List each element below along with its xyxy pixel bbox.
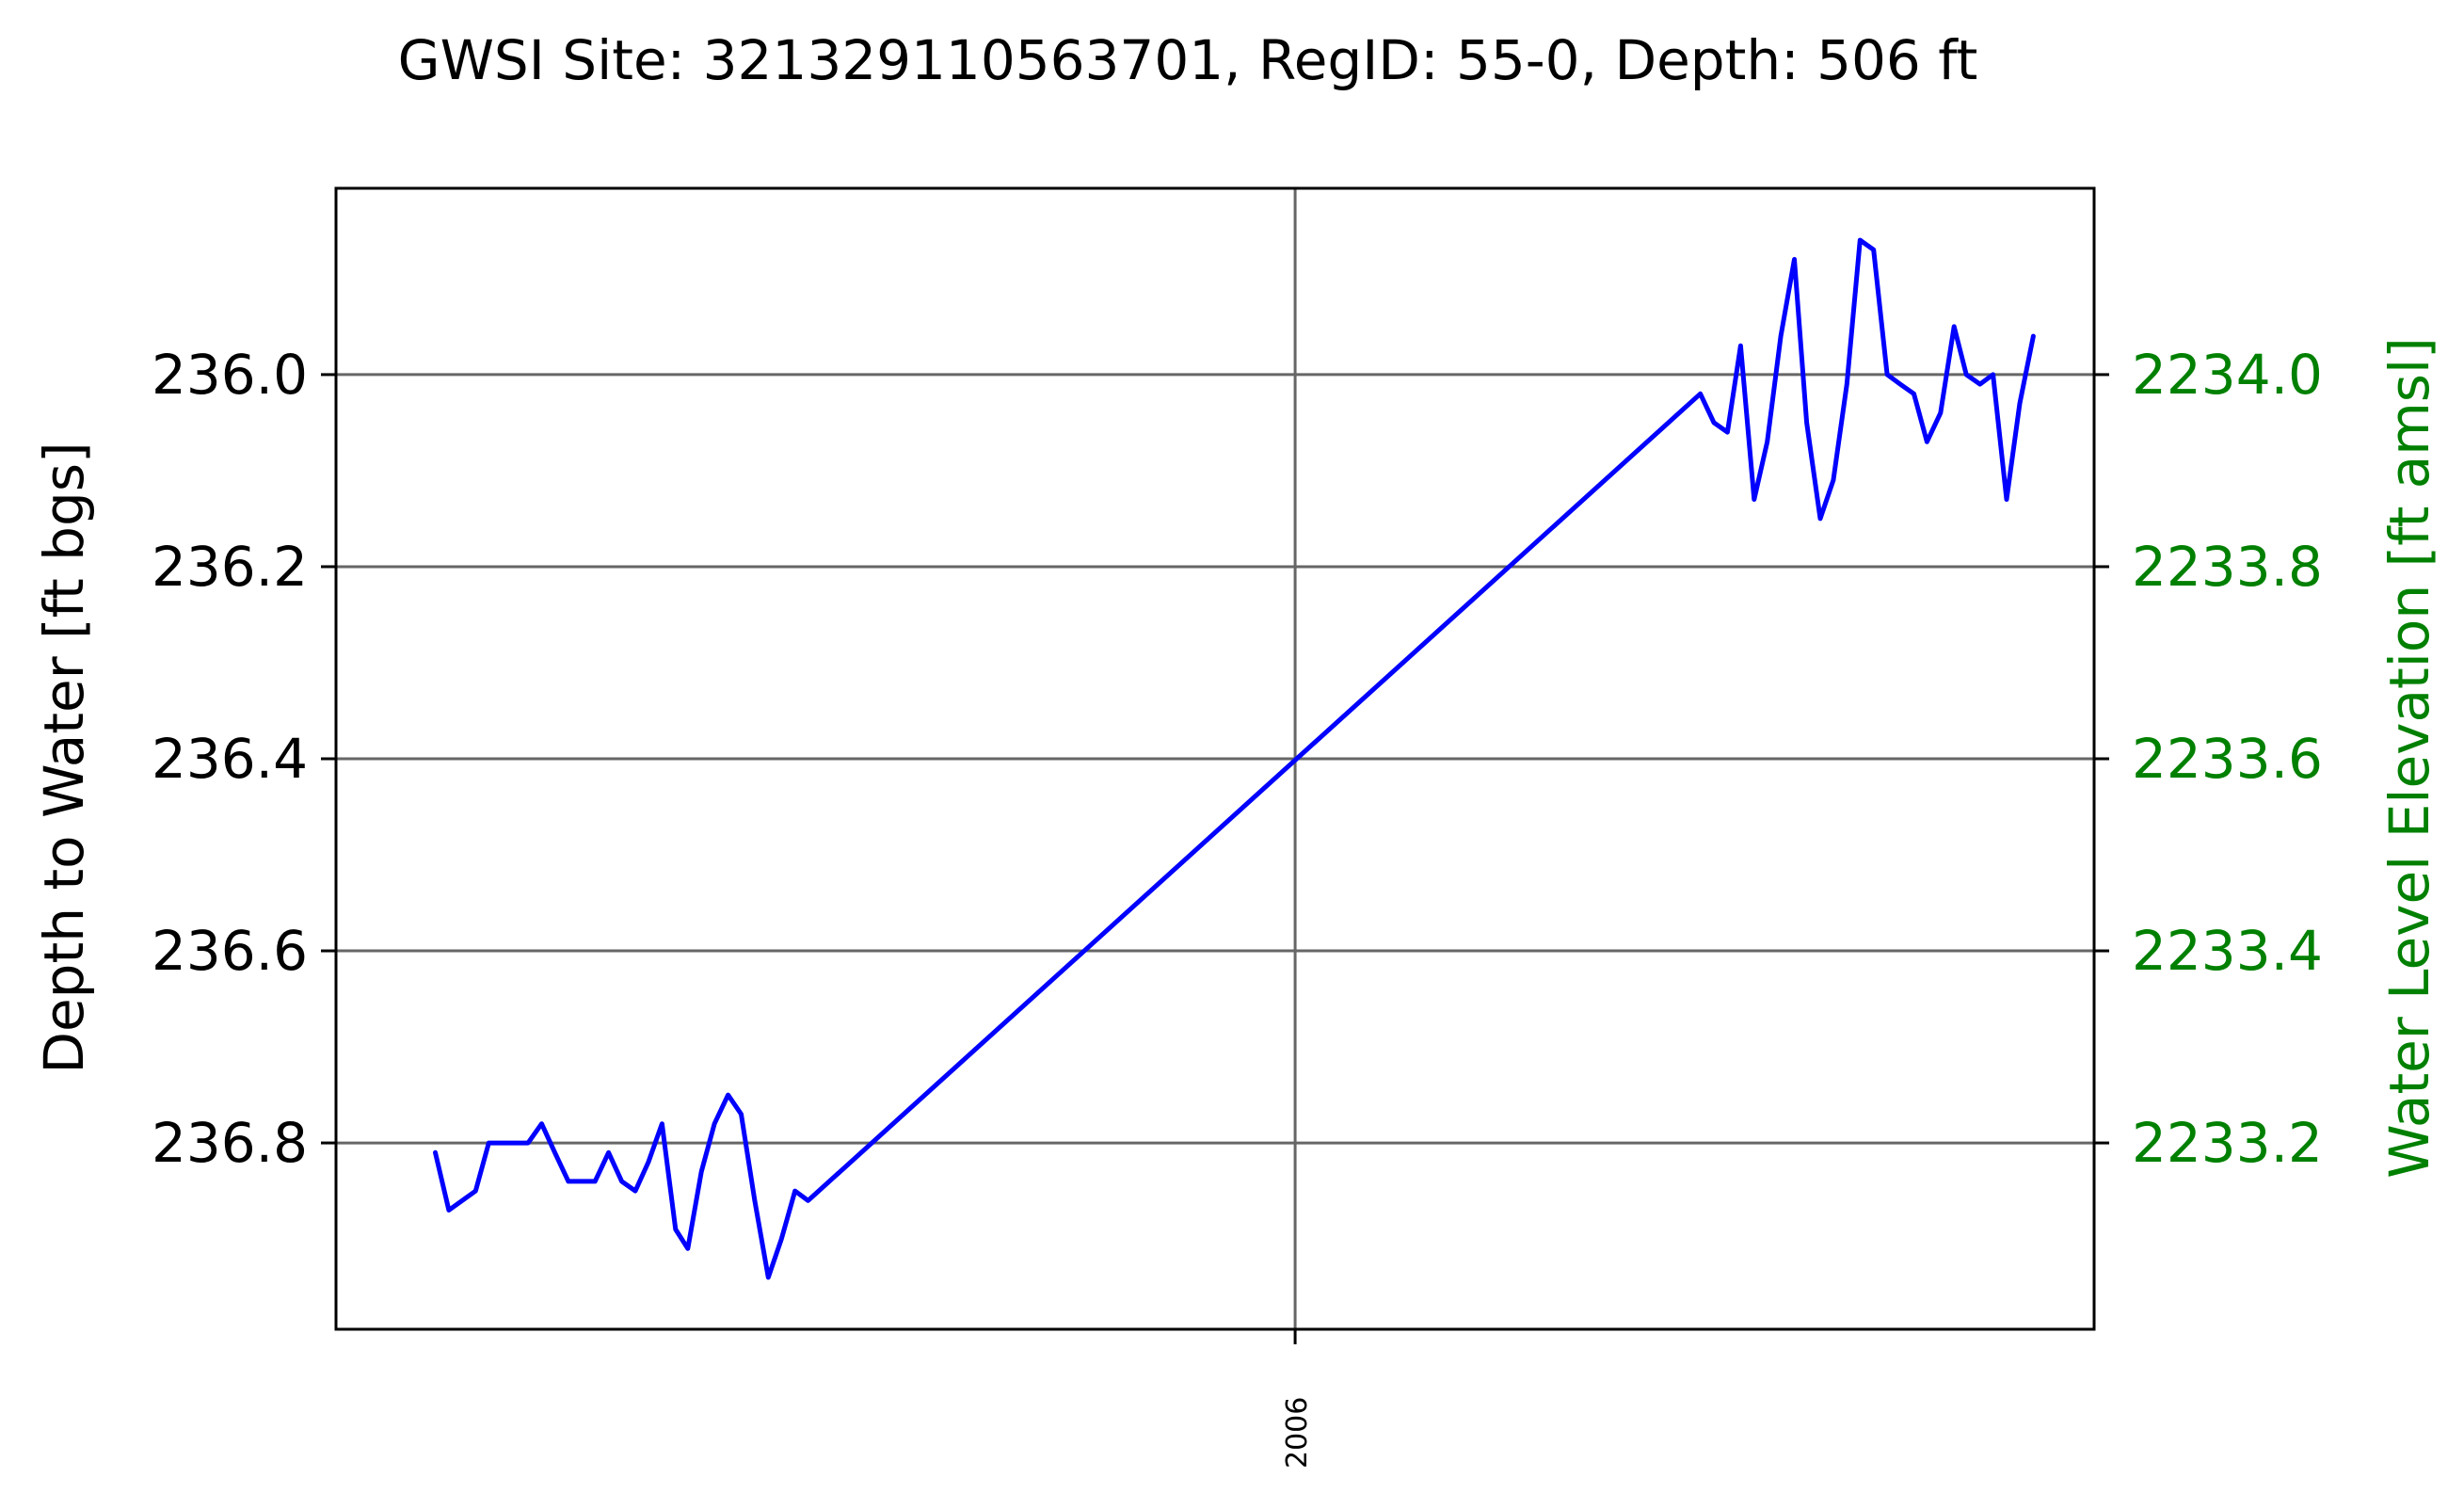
y-tick-label-right: 2233.2: [2132, 1111, 2323, 1175]
y-tick-label-left: 236.6: [152, 919, 308, 983]
depth-series-line: [433, 237, 2036, 1280]
y-tick-label-right: 2234.0: [2132, 343, 2323, 407]
y-tick-label-right: 2233.6: [2132, 727, 2323, 791]
y-tick-label-right: 2233.8: [2132, 535, 2323, 599]
line-layer: [433, 237, 2036, 1280]
y-tick-label-left: 236.4: [152, 727, 308, 791]
y-tick-label-right: 2233.4: [2132, 919, 2323, 983]
y-tick-label-left: 236.0: [152, 343, 308, 407]
axis-layer: 236.0 2234.0 236.2 2233.8 236.4 2233.6 236.6 22…: [152, 186, 2323, 1469]
plot-frame: [334, 186, 2096, 1331]
y-tick-label-left: 236.2: [152, 535, 308, 599]
y-axis-label-right: Water Level Elevation [ft amsl]: [2377, 337, 2441, 1178]
y-axis-label-left: Depth to Water [ft bgs]: [32, 442, 96, 1073]
y-tick-label-left: 236.8: [152, 1111, 308, 1175]
chart-title: GWSI Site: 321329110563701, RegID: 55-0,…: [398, 28, 1978, 92]
x-tick-label: 2006: [1281, 1397, 1314, 1469]
